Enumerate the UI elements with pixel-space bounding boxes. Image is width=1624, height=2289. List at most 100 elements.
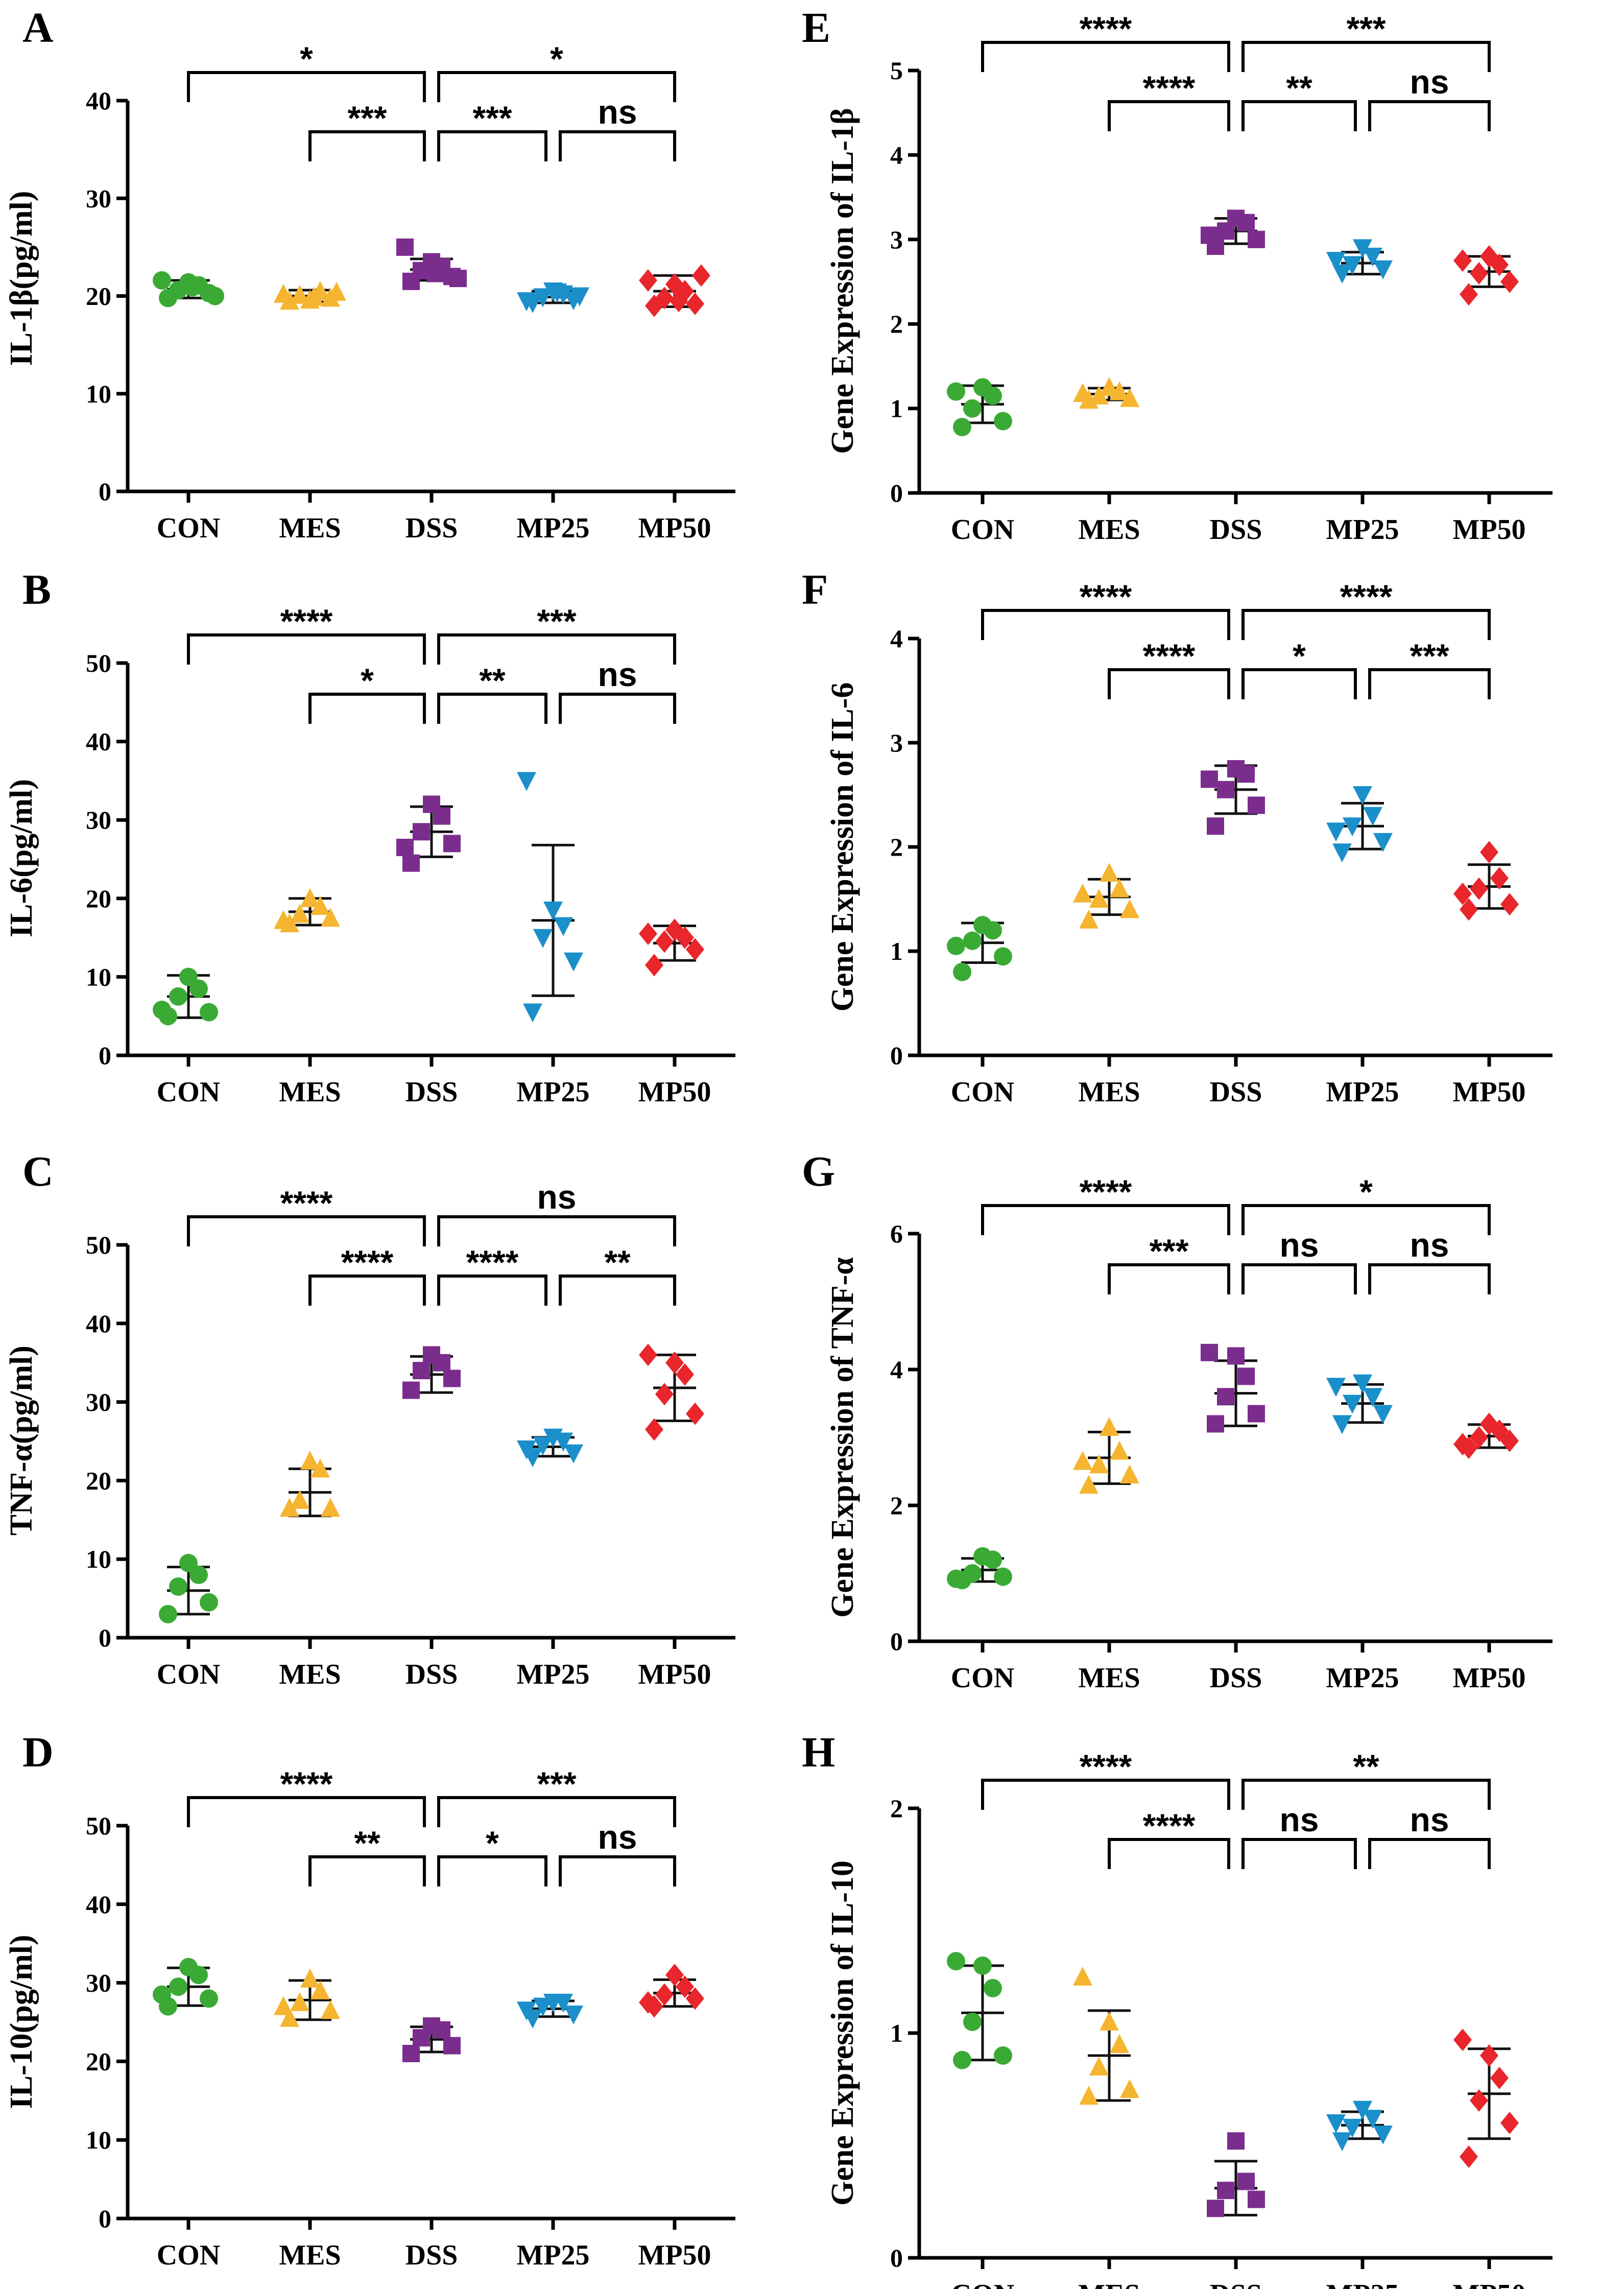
x-tick-label-mes: MES (279, 512, 341, 544)
data-point (1089, 889, 1109, 908)
x-tick-label-mes: MES (1078, 1662, 1140, 1694)
data-point (1332, 2132, 1352, 2152)
data-point (402, 1381, 420, 1399)
significance-bracket (1241, 668, 1357, 699)
significance-bracket (1108, 100, 1230, 131)
significance-label: **** (1080, 1748, 1132, 1785)
y-tick-label: 30 (86, 184, 111, 213)
significance-label: **** (1080, 578, 1132, 616)
data-point (570, 287, 589, 306)
data-point (1373, 833, 1393, 852)
significance-label: **** (280, 1765, 333, 1803)
series-dss (1207, 2132, 1265, 2217)
data-point (963, 399, 982, 418)
data-point (1470, 1426, 1488, 1449)
panel-letter: B (22, 566, 51, 613)
y-axis-label: IL-10(pg/ml) (4, 1935, 39, 2109)
series-dss (1201, 209, 1265, 255)
x-tick-label-mp50: MP50 (638, 2239, 711, 2271)
data-point (1373, 260, 1393, 279)
data-point (427, 265, 444, 282)
y-tick-label: 50 (86, 649, 111, 677)
panel-letter: G (802, 1148, 835, 1195)
data-point (984, 1979, 1002, 1997)
data-point (1207, 1415, 1224, 1433)
significance-label: *** (1410, 637, 1449, 675)
data-point (1326, 1378, 1346, 1397)
data-point (1227, 2132, 1245, 2150)
data-point (533, 288, 553, 308)
data-point (1500, 1429, 1519, 1452)
x-tick-label-mp50: MP50 (1452, 1076, 1525, 1108)
data-point (443, 835, 461, 853)
series-dss (402, 2017, 461, 2063)
data-point (676, 1363, 694, 1386)
panel-f: F Gene Expression of IL-6 0 1 2 3 4 CON MES DSS MP… (802, 566, 1553, 1108)
y-tick-label: 3 (890, 225, 903, 254)
significance-label: ns (1410, 63, 1449, 101)
y-tick-label: 4 (890, 624, 903, 653)
data-point (1363, 807, 1382, 826)
panel-h: H Gene Expression of IL-10 0 1 2 CON MES DSS MP2… (802, 1729, 1553, 2289)
series-mes (1073, 1967, 1139, 2105)
panel-letter: E (802, 4, 830, 52)
y-axis-label: Gene Expression of IL-1β (825, 108, 860, 454)
data-point (179, 967, 198, 986)
data-point (994, 412, 1012, 431)
data-point (665, 273, 684, 296)
x-tick-label-dss: DSS (405, 512, 458, 544)
panel-a: A IL-1β(pg/ml) 0 10 20 30 40 CON MES DSS MP25 MP50 *… (4, 4, 735, 544)
data-point (1453, 1433, 1472, 1456)
data-point (973, 378, 992, 397)
significance-bracket (1241, 41, 1491, 72)
data-point (1217, 2182, 1234, 2199)
data-point (517, 772, 536, 791)
series-con (947, 1547, 1012, 1590)
data-point (1353, 1374, 1372, 1394)
x-tick-label-con: CON (951, 2279, 1014, 2289)
significance-label: **** (1080, 10, 1132, 48)
data-point (1237, 1367, 1255, 1385)
data-point (1453, 2028, 1472, 2051)
data-point (402, 2045, 420, 2063)
x-tick-label-mp25: MP25 (1326, 1076, 1399, 1108)
data-point (413, 823, 430, 841)
data-point (396, 238, 414, 256)
series-mp25 (517, 1994, 583, 2028)
data-point (953, 962, 971, 981)
data-point (1490, 2067, 1509, 2089)
y-tick-label: 2 (890, 833, 903, 861)
series-con (947, 916, 1012, 981)
x-tick-label-dss: DSS (1210, 2279, 1262, 2289)
data-point (564, 952, 583, 972)
data-point (396, 838, 414, 856)
data-point (169, 1577, 187, 1596)
series-mes (274, 280, 346, 310)
x-tick-label-mp50: MP50 (1452, 2279, 1525, 2289)
data-point (655, 287, 674, 310)
data-point (280, 1498, 299, 1517)
data-point (443, 1370, 461, 1387)
data-point (564, 1444, 583, 1464)
data-point (179, 1553, 198, 1572)
data-point (311, 1458, 330, 1478)
series-mp50 (1453, 2028, 1519, 2168)
data-point (1079, 2086, 1098, 2105)
data-point (1363, 247, 1382, 267)
data-point (153, 1000, 171, 1019)
data-point (1453, 249, 1472, 272)
y-tick-label: 50 (86, 1811, 111, 1840)
panel-g: G Gene Expression of TNF-α 0 2 4 6 CON MES DSS MP… (802, 1148, 1553, 1694)
series-mp50 (1453, 245, 1519, 306)
data-point (1073, 1451, 1092, 1470)
data-point (300, 1450, 320, 1470)
data-point (947, 382, 965, 401)
panel-b: B IL-6(pg/ml) 0 10 20 30 40 50 CON MES DSS MP25 MP50… (4, 566, 735, 1108)
significance-bracket (1108, 1263, 1230, 1294)
series-dss (1201, 1343, 1265, 1433)
significance-label: *** (1149, 1232, 1188, 1270)
y-tick-label: 0 (890, 479, 903, 507)
significance-label: ** (604, 1243, 631, 1281)
data-point (639, 1991, 657, 2014)
data-point (947, 936, 965, 955)
